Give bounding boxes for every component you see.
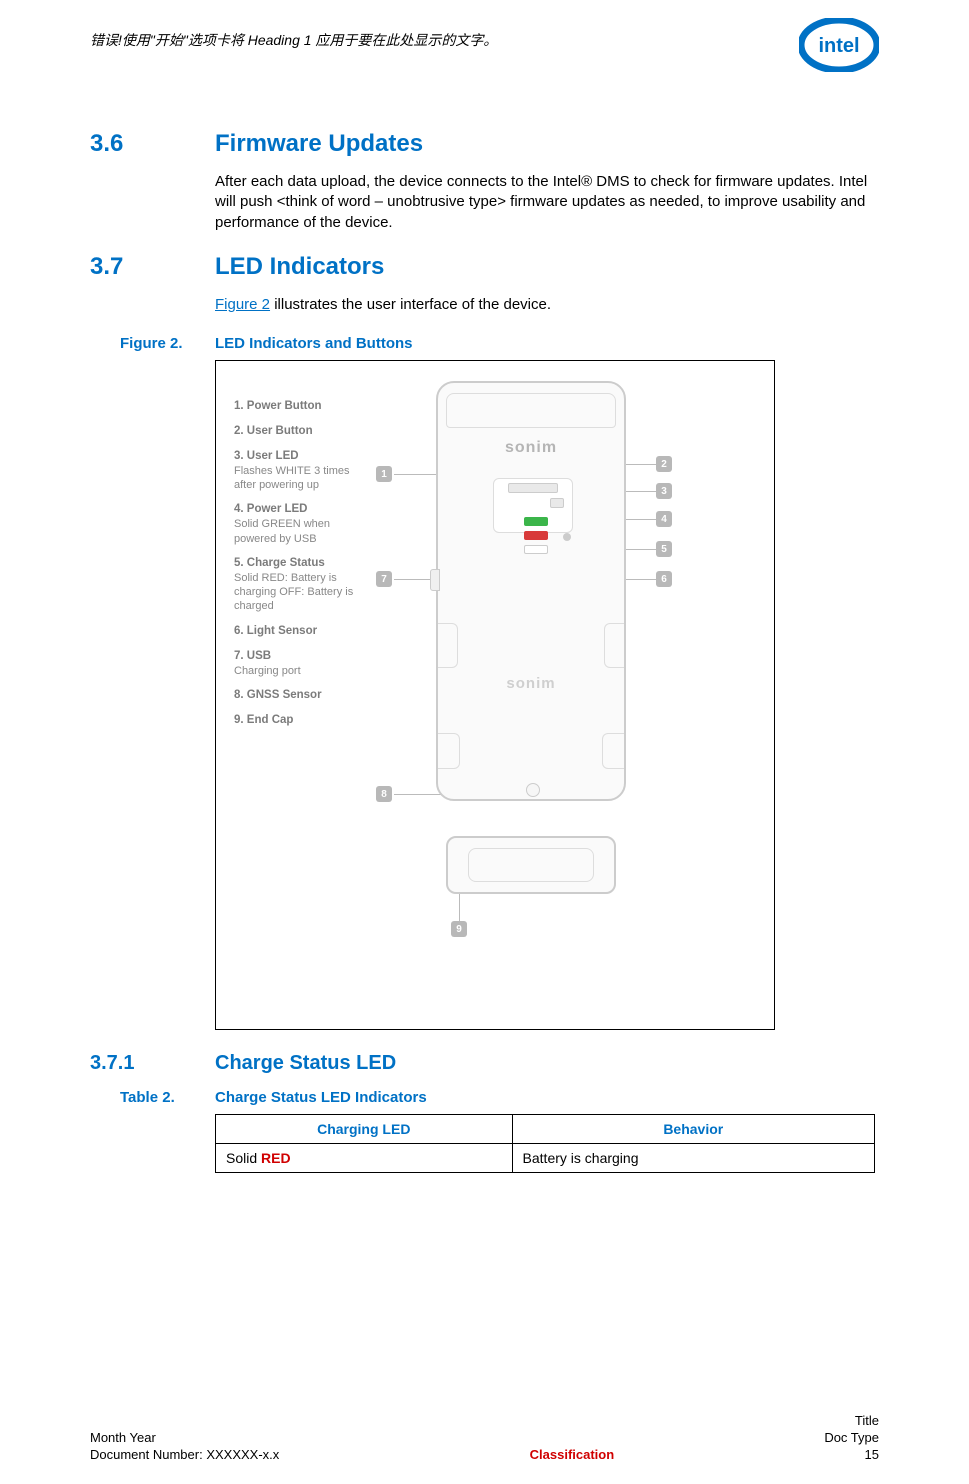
table-label: Table 2.: [120, 1089, 215, 1106]
table-header: Behavior: [512, 1115, 874, 1144]
section-title: Firmware Updates: [215, 130, 423, 158]
figure-2-box: 1. Power Button 2. User Button 3. User L…: [215, 360, 775, 1030]
leader-line: [394, 579, 430, 580]
callout-title: 8. GNSS Sensor: [234, 688, 364, 703]
footer-page-number: 15: [865, 1447, 879, 1464]
charge-status-table: Charging LED Behavior Solid RED Battery …: [215, 1114, 875, 1173]
table-caption-text: Charge Status LED Indicators: [215, 1089, 427, 1106]
section-3-7-1-heading: 3.7.1 Charge Status LED: [90, 1052, 879, 1075]
table-cell: Solid RED: [216, 1144, 513, 1173]
callout-list: 1. Power Button 2. User Button 3. User L…: [234, 399, 364, 738]
callout-title: 9. End Cap: [234, 713, 364, 728]
section-title: LED Indicators: [215, 253, 384, 281]
callout-title: 7. USB: [234, 649, 364, 664]
badge-9: 9: [451, 921, 467, 937]
device-trim: [602, 733, 624, 769]
gnss-sensor-icon: [526, 783, 540, 797]
section-title: Charge Status LED: [215, 1052, 396, 1075]
section-number: 3.6: [90, 130, 215, 158]
callout-title: 6. Light Sensor: [234, 624, 364, 639]
power-led-icon: [524, 517, 548, 526]
table-2-caption: Table 2. Charge Status LED Indicators: [90, 1089, 879, 1106]
device-trim: [604, 623, 624, 668]
section-3-6-heading: 3.6 Firmware Updates: [90, 130, 879, 158]
figure-2-link[interactable]: Figure 2: [215, 296, 270, 313]
callout-title: 3. User LED: [234, 449, 364, 464]
callout-desc: Solid RED: Battery is charging OFF: Batt…: [234, 571, 364, 614]
section-3-7-body: Figure 2 illustrates the user interface …: [215, 295, 879, 315]
device-notch: [446, 393, 616, 428]
table-row: Solid RED Battery is charging: [216, 1144, 875, 1173]
callout-desc: Solid GREEN when powered by USB: [234, 517, 364, 546]
end-cap-icon: [446, 836, 616, 894]
badge-2: 2: [656, 456, 672, 472]
svg-text:intel: intel: [818, 35, 859, 57]
intel-logo: intel: [799, 18, 879, 76]
user-button-icon: [550, 498, 564, 508]
section-3-6-body: After each data upload, the device conne…: [215, 172, 879, 233]
device-brand: sonim: [438, 675, 624, 692]
footer-right: Title: [855, 1413, 879, 1430]
device-trim: [438, 733, 460, 769]
usb-port-icon: [430, 569, 440, 591]
callout-title: 4. Power LED: [234, 502, 364, 517]
section-number: 3.7.1: [90, 1052, 215, 1075]
table-header-row: Charging LED Behavior: [216, 1115, 875, 1144]
figure-2-caption: Figure 2. LED Indicators and Buttons: [90, 335, 879, 352]
user-led-icon: [524, 545, 548, 554]
end-cap-inner: [468, 848, 594, 882]
callout-desc: Flashes WHITE 3 times after powering up: [234, 464, 364, 493]
badge-6: 6: [656, 571, 672, 587]
figure-caption-text: LED Indicators and Buttons: [215, 335, 413, 352]
section-3-7-heading: 3.7 LED Indicators: [90, 253, 879, 281]
callout-desc: Charging port: [234, 664, 364, 678]
footer-classification: Classification: [530, 1447, 615, 1464]
badge-3: 3: [656, 483, 672, 499]
light-sensor-icon: [563, 533, 571, 541]
badge-7: 7: [376, 571, 392, 587]
callout-title: 2. User Button: [234, 424, 364, 439]
device-body: sonim sonim: [436, 381, 626, 801]
led-color-text: RED: [261, 1150, 291, 1166]
footer-left: Document Number: XXXXXX-x.x: [90, 1447, 279, 1464]
table-header: Charging LED: [216, 1115, 513, 1144]
badge-4: 4: [656, 511, 672, 527]
table-cell: Battery is charging: [512, 1144, 874, 1173]
callout-title: 5. Charge Status: [234, 556, 364, 571]
page-footer: Title Month Year Doc Type Document Numbe…: [90, 1413, 879, 1464]
cell-text: Solid: [226, 1150, 261, 1166]
device-brand: sonim: [438, 439, 624, 457]
figure-label: Figure 2.: [120, 335, 215, 352]
callout-title: 1. Power Button: [234, 399, 364, 414]
badge-8: 8: [376, 786, 392, 802]
body-text: illustrates the user interface of the de…: [270, 296, 551, 313]
badge-5: 5: [656, 541, 672, 557]
footer-right: Doc Type: [824, 1430, 879, 1447]
footer-left: Month Year: [90, 1430, 156, 1447]
power-button-icon: [508, 483, 558, 493]
device-trim: [438, 623, 458, 668]
charge-led-icon: [524, 531, 548, 540]
section-number: 3.7: [90, 253, 215, 281]
badge-1: 1: [376, 466, 392, 482]
leader-line: [459, 891, 460, 921]
header-error-text: 错误!使用"开始"选项卡将 Heading 1 应用于要在此处显示的文字。: [90, 30, 497, 50]
